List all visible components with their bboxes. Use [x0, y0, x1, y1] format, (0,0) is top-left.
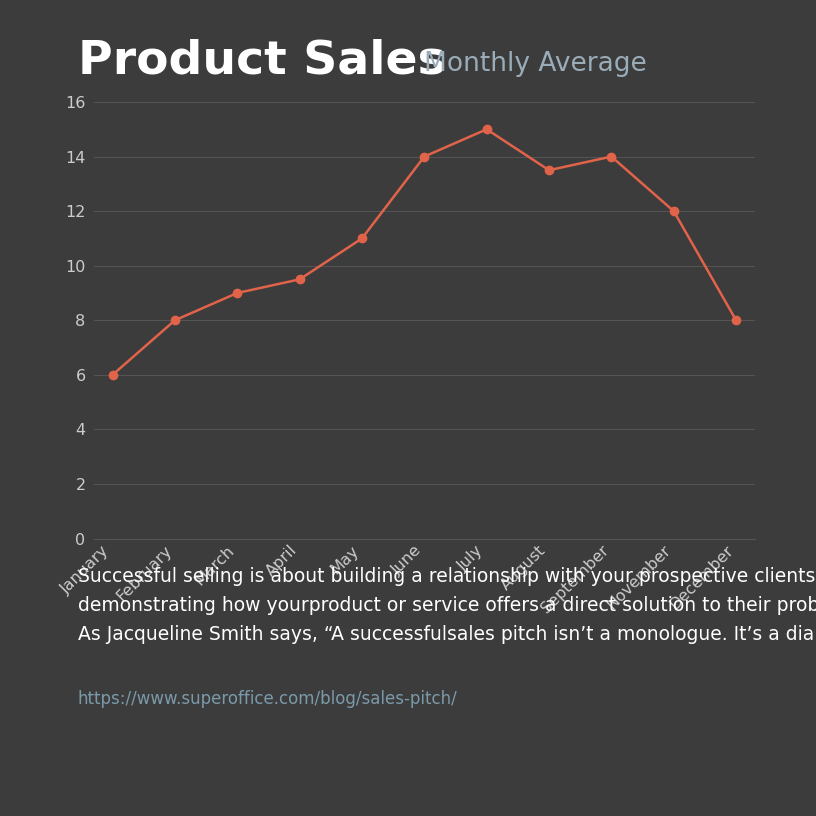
Text: Successful selling is about building a relationship with your prospective client: Successful selling is about building a r… [78, 567, 816, 644]
Text: https://www.superoffice.com/blog/sales-pitch/: https://www.superoffice.com/blog/sales-p… [78, 690, 457, 707]
Text: Monthly Average: Monthly Average [424, 51, 647, 78]
Text: Product Sales: Product Sales [78, 38, 446, 84]
